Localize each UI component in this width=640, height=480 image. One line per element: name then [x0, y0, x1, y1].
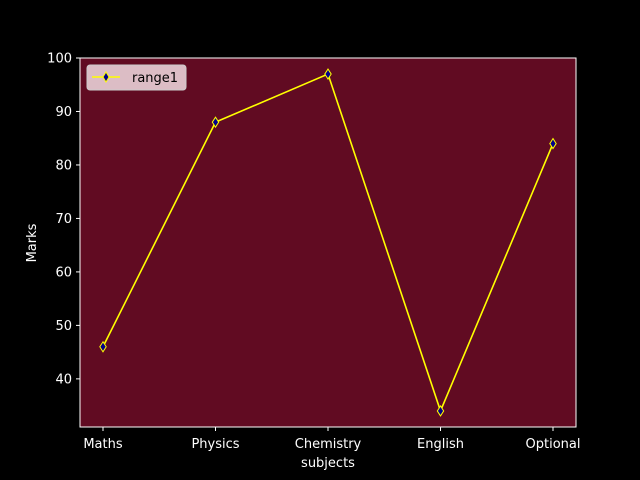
legend-box — [86, 64, 187, 91]
x-tick-label: Physics — [191, 437, 239, 452]
series-layer — [99, 68, 557, 417]
y-tick-label: 100 — [47, 52, 72, 67]
legend-marker-diamond-icon — [102, 71, 110, 83]
x-axis-title: subjects — [301, 456, 355, 471]
y-tick-label: 80 — [55, 158, 72, 173]
y-tick-label: 90 — [55, 105, 72, 120]
x-tick-label: Chemistry — [295, 437, 362, 452]
data-point-marker — [324, 68, 332, 80]
data-point-marker — [99, 340, 107, 353]
plot-area — [79, 57, 577, 428]
legend: range1 — [86, 64, 187, 91]
y-tick-label: 40 — [55, 372, 72, 387]
x-tick-label: Maths — [83, 437, 123, 452]
y-axis-title: Marks — [25, 223, 40, 262]
legend-label: range1 — [132, 71, 178, 86]
y-tick-label: 50 — [55, 319, 72, 334]
x-axis: Maths Physics Chemistry English Optional — [83, 427, 580, 452]
y-tick-label: 60 — [55, 265, 72, 280]
data-point-marker — [211, 116, 220, 129]
data-point-marker — [549, 137, 557, 150]
data-point-marker — [436, 405, 445, 417]
y-tick-label: 70 — [55, 212, 72, 227]
x-tick-label: Optional — [526, 437, 581, 452]
y-axis: 40 50 60 70 80 90 100 — [47, 52, 80, 387]
x-tick-label: English — [417, 437, 464, 452]
